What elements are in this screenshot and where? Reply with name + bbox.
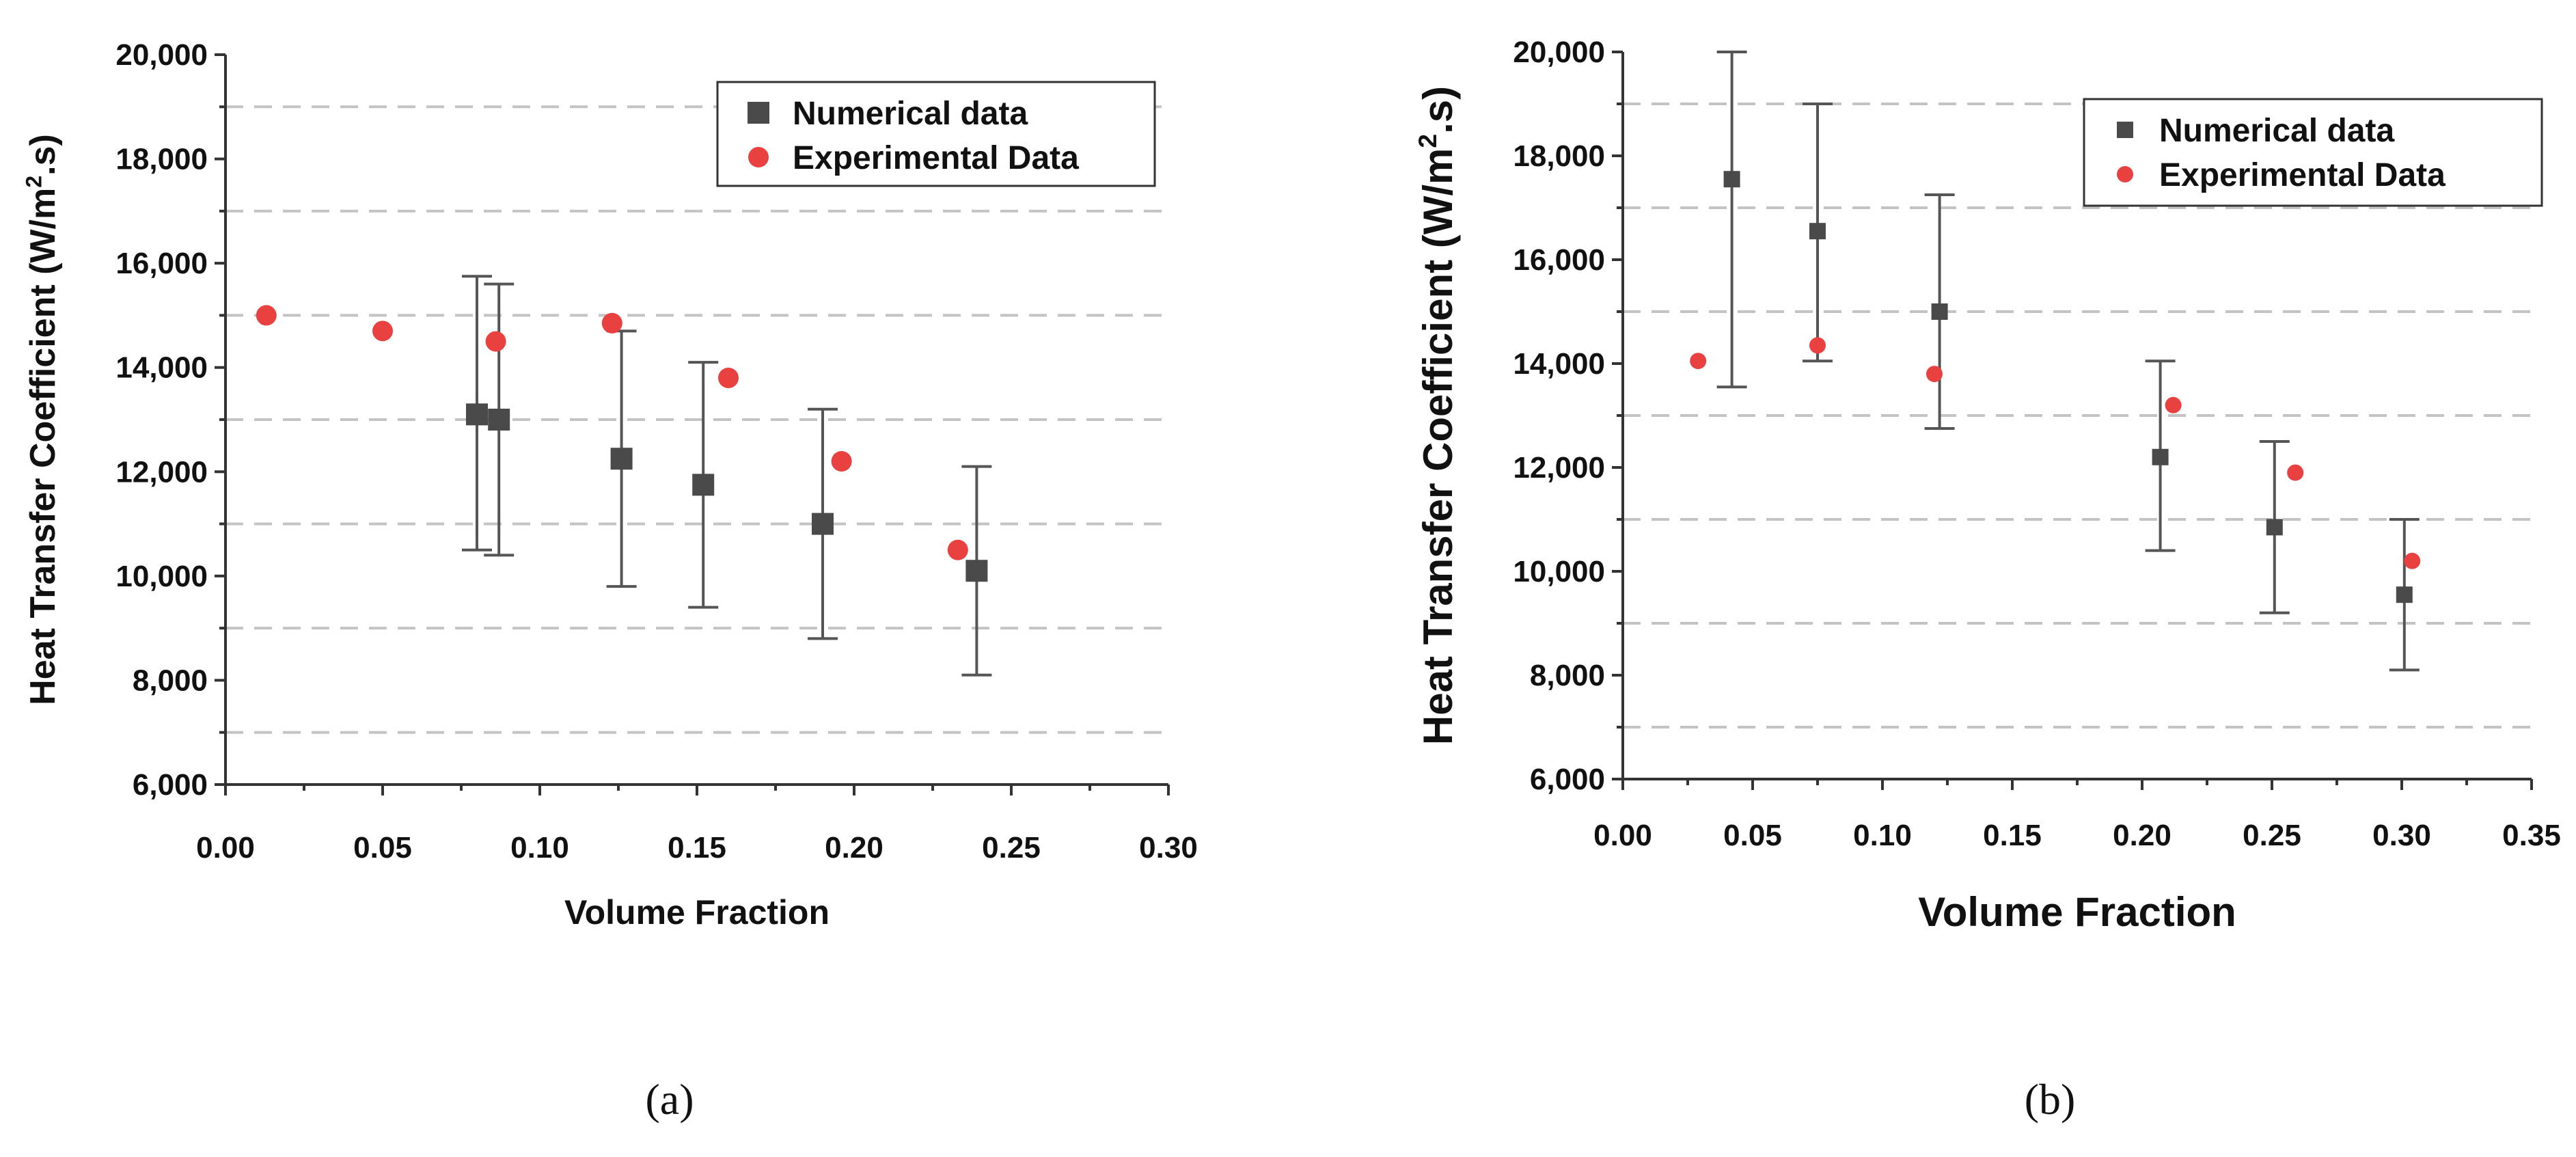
y-tick-label: 14,000 bbox=[115, 351, 208, 385]
numerical-data-point bbox=[488, 409, 510, 431]
x-axis-title: Volume Fraction bbox=[564, 893, 830, 931]
y-tick-label: 6,000 bbox=[1530, 763, 1605, 796]
chart-panel-a: 6,000 8,000 10,000 12,000 14,000 16,000 18,000… bbox=[0, 0, 1264, 1124]
numerical-data-point bbox=[812, 513, 834, 535]
experimental-data-point bbox=[256, 305, 277, 326]
y-tick-label: 16,000 bbox=[115, 247, 208, 280]
y-tick-label: 10,000 bbox=[115, 560, 208, 593]
legend-label: Numerical data bbox=[793, 96, 1028, 132]
numerical-data-point bbox=[466, 403, 488, 426]
x-tick-label: 0.10 bbox=[510, 831, 569, 865]
y-axis-title-part: Heat Transfer Coefficient (W/m bbox=[1415, 148, 1461, 746]
y-tick-label: 12,000 bbox=[115, 455, 208, 489]
y-tick-label: 18,000 bbox=[1513, 139, 1605, 173]
y-tick-label: 14,000 bbox=[1513, 347, 1605, 381]
x-tick-label: 0.20 bbox=[825, 831, 883, 865]
y-tick-label: 8,000 bbox=[1530, 659, 1605, 692]
y-axis-title-superscript: 2 bbox=[1413, 134, 1442, 148]
legend-marker-circle bbox=[2117, 166, 2133, 182]
y-tick-label: 8,000 bbox=[133, 664, 208, 697]
experimental-data-point bbox=[947, 539, 968, 560]
y-tick-label: 20,000 bbox=[115, 38, 208, 72]
y-axis-title: Heat Transfer Coefficient (W/m2.s) bbox=[21, 134, 63, 705]
chart-panel-b: 6,000 8,000 10,000 12,000 14,000 16,000 18,000… bbox=[1278, 0, 2576, 1124]
numerical-data-point bbox=[692, 474, 715, 496]
x-tick-label: 0.00 bbox=[196, 831, 255, 865]
x-tick-label: 0.05 bbox=[1723, 819, 1782, 852]
numerical-data-point bbox=[610, 448, 633, 470]
legend-marker-square bbox=[2117, 122, 2133, 138]
y-tick-label: 16,000 bbox=[1513, 243, 1605, 277]
x-axis-title: Volume Fraction bbox=[1918, 889, 2236, 935]
numerical-data-point bbox=[2152, 448, 2169, 465]
x-tick-label: 0.25 bbox=[2243, 819, 2301, 852]
y-axis-title-part: .s) bbox=[1415, 86, 1461, 134]
x-tick-label: 0.25 bbox=[982, 831, 1041, 865]
panel-caption: (a) bbox=[645, 1075, 694, 1124]
x-tick-label: 0.15 bbox=[1983, 819, 2042, 852]
x-tick-label: 0.20 bbox=[2113, 819, 2171, 852]
x-tick-label: 0.15 bbox=[668, 831, 726, 865]
y-axis-title-part: Heat Transfer Coefficient (W/m bbox=[23, 188, 63, 705]
legend-label: Numerical data bbox=[2159, 113, 2394, 149]
experimental-data-point bbox=[2287, 464, 2304, 481]
y-tick-label: 10,000 bbox=[1513, 555, 1605, 588]
experimental-data-point bbox=[485, 331, 506, 352]
y-tick-label: 6,000 bbox=[133, 768, 208, 802]
experimental-data-point bbox=[1809, 337, 1826, 354]
y-tick-label: 18,000 bbox=[115, 143, 208, 176]
experimental-data-point bbox=[1926, 366, 1943, 383]
legend-label: Experimental Data bbox=[793, 140, 1079, 176]
legend-marker-square bbox=[748, 102, 769, 124]
legend-label: Experimental Data bbox=[2159, 157, 2445, 193]
numerical-data-point bbox=[1723, 171, 1740, 188]
x-tick-label: 0.30 bbox=[1139, 831, 1198, 865]
experimental-data-point bbox=[2165, 396, 2182, 413]
x-tick-label: 0.10 bbox=[1853, 819, 1912, 852]
experimental-data-point bbox=[831, 451, 852, 472]
legend-box bbox=[716, 81, 1156, 187]
x-tick-label: 0.30 bbox=[2372, 819, 2431, 852]
x-tick-label: 0.35 bbox=[2502, 819, 2561, 852]
experimental-data-point bbox=[718, 367, 739, 388]
y-axis-title-superscript: 2 bbox=[21, 176, 46, 188]
x-tick-label: 0.05 bbox=[353, 831, 412, 865]
numerical-data-point bbox=[2266, 519, 2283, 536]
experimental-data-point bbox=[372, 321, 393, 342]
y-axis-title: Heat Transfer Coefficient (W/m2.s) bbox=[1413, 86, 1461, 745]
y-tick-label: 12,000 bbox=[1513, 451, 1605, 485]
legend-box bbox=[2083, 98, 2543, 207]
y-tick-label: 20,000 bbox=[1513, 36, 1605, 69]
numerical-data-point bbox=[1809, 223, 1826, 240]
y-axis-title-part: .s) bbox=[23, 134, 63, 176]
numerical-data-point bbox=[965, 560, 988, 582]
experimental-data-point bbox=[2404, 552, 2421, 569]
experimental-data-point bbox=[601, 312, 622, 334]
numerical-data-point bbox=[2396, 586, 2413, 603]
x-tick-label: 0.00 bbox=[1593, 819, 1652, 852]
panel-caption: (b) bbox=[2025, 1075, 2076, 1124]
experimental-data-point bbox=[1690, 353, 1707, 370]
numerical-data-point bbox=[1931, 303, 1948, 320]
legend-marker-circle bbox=[748, 147, 769, 167]
